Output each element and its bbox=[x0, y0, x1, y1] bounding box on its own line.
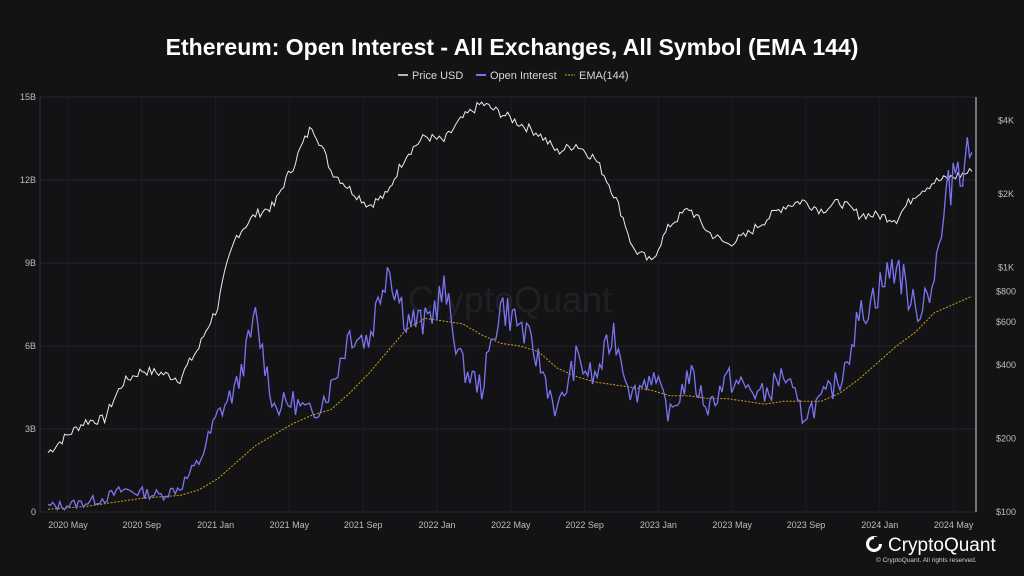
y-tick-label-left: 6B bbox=[25, 341, 36, 351]
legend-label-open-interest: Open Interest bbox=[490, 70, 557, 82]
legend-label-price: Price USD bbox=[412, 70, 463, 82]
x-tick-label: 2022 Sep bbox=[565, 520, 604, 530]
x-tick-label: 2023 Jan bbox=[640, 520, 677, 530]
grid bbox=[40, 96, 976, 513]
y-tick-label-right: $4K bbox=[998, 116, 1014, 126]
x-tick-label: 2024 May bbox=[934, 520, 974, 530]
series-line-ema bbox=[47, 295, 973, 510]
brand-logo-icon-cut bbox=[874, 537, 883, 544]
legend: Price USD Open Interest EMA(144) bbox=[398, 70, 629, 82]
y-tick-label-left: 15B bbox=[20, 92, 36, 102]
x-tick-label: 2022 Jan bbox=[418, 520, 455, 530]
brand-name: CryptoQuant bbox=[888, 535, 996, 556]
y-axis-left: 0 3B 6B 9B 12B 15B bbox=[20, 92, 36, 517]
y-tick-label-left: 9B bbox=[25, 258, 36, 268]
y-tick-label-right: $100 bbox=[996, 507, 1016, 517]
legend-label-ema: EMA(144) bbox=[579, 70, 629, 82]
y-tick-label-right: $2K bbox=[998, 189, 1014, 199]
x-tick-label: 2021 Sep bbox=[344, 520, 383, 530]
y-tick-label-left: 12B bbox=[20, 175, 36, 185]
copyright: © CryptoQuant. All rights reserved. bbox=[876, 556, 977, 564]
x-tick-label: 2020 Sep bbox=[123, 520, 162, 530]
y-tick-label-right: $1K bbox=[998, 263, 1014, 273]
series-line-price bbox=[47, 101, 973, 454]
y-tick-label-right: $800 bbox=[996, 286, 1016, 296]
y-tick-label-left: 3B bbox=[25, 424, 36, 434]
y-tick-label-right: $600 bbox=[996, 317, 1016, 327]
x-tick-label: 2021 May bbox=[270, 520, 310, 530]
x-tick-label: 2023 May bbox=[712, 520, 752, 530]
y-tick-label-right: $400 bbox=[996, 360, 1016, 370]
series-line-open-interest bbox=[47, 137, 973, 512]
chart-title: Ethereum: Open Interest - All Exchanges,… bbox=[166, 34, 859, 60]
x-tick-label: 2023 Sep bbox=[787, 520, 826, 530]
brand-logo: CryptoQuant © CryptoQuant. All rights re… bbox=[866, 535, 996, 564]
x-tick-label: 2020 May bbox=[48, 520, 88, 530]
y-axis-right: $100 $200 $400 $600 $800 $1K $2K $4K bbox=[996, 116, 1016, 517]
x-axis: 2020 May 2020 Sep 2021 Jan 2021 May 2021 Sep… bbox=[48, 520, 974, 530]
y-tick-label-left: 0 bbox=[31, 507, 36, 517]
y-tick-label-right: $200 bbox=[996, 433, 1016, 443]
x-tick-label: 2021 Jan bbox=[197, 520, 234, 530]
x-tick-label: 2022 May bbox=[491, 520, 531, 530]
x-tick-label: 2024 Jan bbox=[861, 520, 898, 530]
